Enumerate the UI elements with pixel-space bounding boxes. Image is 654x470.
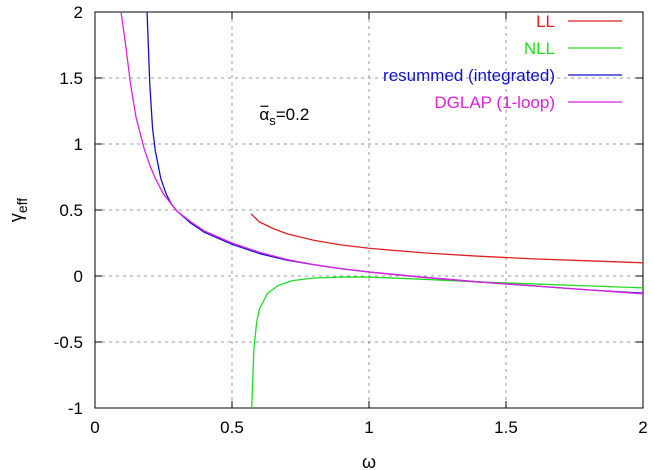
ticks: 0 0.5 1 1.5 2 -1 -0.5 0 0.5 1 1.5 2 — [54, 3, 648, 437]
y-tick-label: 2 — [74, 3, 83, 22]
y-tick-label: 1 — [74, 135, 83, 154]
alpha-annotation: αs=0.2 — [259, 105, 309, 128]
y-tick-label: 0.5 — [59, 201, 83, 220]
series-line-3 — [120, 11, 644, 295]
x-tick-label: 1 — [364, 418, 373, 437]
series-line-1 — [251, 276, 644, 409]
x-tick-label: 1.5 — [494, 418, 518, 437]
y-axis-label-main: γ — [6, 213, 26, 222]
legend-label-1: NLL — [524, 39, 555, 58]
legend-label-2: resummed (integrated) — [383, 66, 555, 85]
x-tick-label: 2 — [638, 418, 647, 437]
legend-label-0: LL — [536, 12, 555, 31]
annotation-text: =0.2 — [276, 105, 310, 124]
annotation-sub: s — [269, 113, 276, 128]
legend: LL NLL resummed (integrated) DGLAP (1-loop) — [383, 12, 622, 112]
y-tick-label: 0 — [74, 267, 83, 286]
series-lines — [120, 11, 644, 409]
x-tick-label: 0 — [90, 418, 99, 437]
svg-text:γeff: γeff — [6, 198, 30, 222]
y-axis-label-sub: eff — [14, 198, 30, 213]
grid — [95, 12, 643, 408]
y-tick-label: -0.5 — [54, 333, 83, 352]
y-axis-label: γeff — [6, 198, 30, 222]
series-line-0 — [250, 213, 644, 264]
x-axis-label: ω — [362, 452, 376, 470]
y-tick-label: -1 — [68, 399, 83, 418]
y-tick-label: 1.5 — [59, 69, 83, 88]
annotation-symbol: α — [259, 105, 269, 124]
x-tick-label: 0.5 — [220, 418, 244, 437]
legend-label-3: DGLAP (1-loop) — [434, 93, 555, 112]
